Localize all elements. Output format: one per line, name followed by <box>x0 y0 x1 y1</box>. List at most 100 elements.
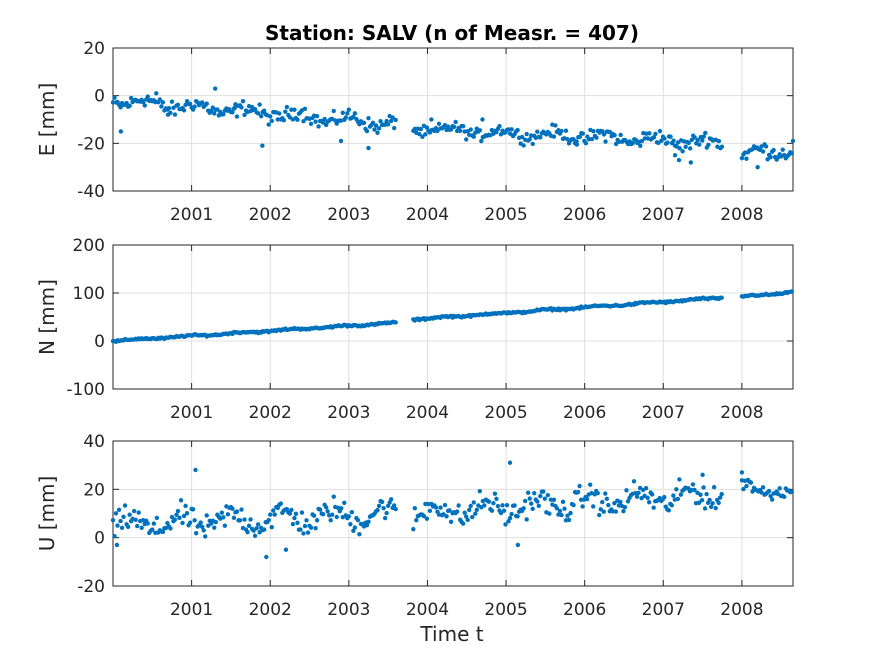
data-point <box>420 134 425 139</box>
data-point <box>618 132 623 138</box>
data-point <box>739 156 745 161</box>
data-point <box>375 130 380 135</box>
data-point <box>221 515 226 520</box>
data-point <box>125 524 131 530</box>
data-point <box>521 506 526 511</box>
data-point <box>541 489 546 494</box>
data-point <box>119 525 125 531</box>
data-point <box>568 510 573 516</box>
data-point <box>707 497 712 503</box>
data-point <box>131 508 137 514</box>
data-point <box>708 504 714 510</box>
data-point <box>180 520 185 526</box>
data-point <box>381 505 386 511</box>
data-point <box>261 108 267 113</box>
data-point <box>639 138 645 144</box>
data-point <box>789 151 794 156</box>
data-point <box>780 147 785 152</box>
data-point <box>118 518 123 524</box>
data-point <box>695 137 700 143</box>
data-point <box>240 99 246 104</box>
data-point <box>699 497 705 503</box>
data-point <box>782 494 787 499</box>
data-point <box>457 128 463 133</box>
data-point <box>613 509 619 514</box>
data-point <box>178 498 184 503</box>
data-point <box>393 117 398 123</box>
data-point <box>468 503 473 509</box>
data-point <box>168 526 173 531</box>
data-point <box>504 503 510 508</box>
data-point <box>278 501 284 506</box>
data-point <box>251 528 256 533</box>
data-point <box>454 509 460 514</box>
data-point <box>237 518 243 523</box>
data-point <box>172 112 178 117</box>
data-point <box>258 113 264 119</box>
data-point <box>221 112 226 117</box>
data-point <box>271 508 276 513</box>
data-point <box>703 130 708 136</box>
data-point <box>351 114 356 120</box>
data-point <box>790 138 796 144</box>
data-point <box>622 505 628 510</box>
data-point <box>665 140 670 145</box>
data-point <box>145 94 150 99</box>
data-point <box>597 512 602 518</box>
data-point <box>268 114 273 119</box>
data-point <box>113 511 119 516</box>
y-tick-label: -20 <box>77 134 105 154</box>
x-tick-label: 2001 <box>170 205 213 225</box>
data-point <box>692 487 697 493</box>
y-tick-label: -20 <box>77 577 105 597</box>
data-point <box>789 289 794 294</box>
data-point <box>662 494 667 500</box>
data-point <box>361 120 367 125</box>
y-tick-label: 200 <box>73 236 105 256</box>
data-point <box>495 503 501 509</box>
data-point <box>768 154 773 160</box>
data-point <box>680 149 685 154</box>
data-point <box>177 515 182 521</box>
data-point <box>257 102 262 107</box>
data-point <box>213 86 218 91</box>
data-point <box>482 503 487 508</box>
data-point <box>474 507 479 512</box>
data-point <box>713 505 718 511</box>
data-point <box>692 135 697 140</box>
data-point <box>704 491 709 497</box>
data-point <box>603 491 608 496</box>
data-point <box>545 493 551 498</box>
data-point <box>560 499 566 505</box>
data-point <box>562 506 567 511</box>
data-point <box>305 530 311 535</box>
data-point <box>515 127 520 133</box>
data-point <box>575 489 581 495</box>
x-tick-label: 2008 <box>720 403 763 423</box>
data-point <box>257 530 262 535</box>
data-point <box>255 522 261 527</box>
data-point <box>448 519 454 525</box>
data-point <box>134 523 140 529</box>
data-point <box>669 503 675 508</box>
data-point <box>298 527 303 532</box>
data-point <box>277 111 282 116</box>
data-point <box>391 125 397 131</box>
data-point <box>421 513 427 519</box>
data-point <box>595 490 600 496</box>
data-point <box>554 506 560 511</box>
data-point <box>212 525 217 530</box>
y-tick-label: 0 <box>94 87 105 107</box>
data-point <box>506 519 511 524</box>
data-point <box>272 512 277 517</box>
data-point <box>630 141 635 146</box>
data-point <box>255 111 261 116</box>
axes-box <box>112 440 794 587</box>
data-point <box>142 103 147 108</box>
data-point <box>212 111 217 116</box>
data-point <box>498 510 504 516</box>
data-point <box>192 104 197 109</box>
data-point <box>283 109 288 114</box>
data-point <box>486 499 492 504</box>
